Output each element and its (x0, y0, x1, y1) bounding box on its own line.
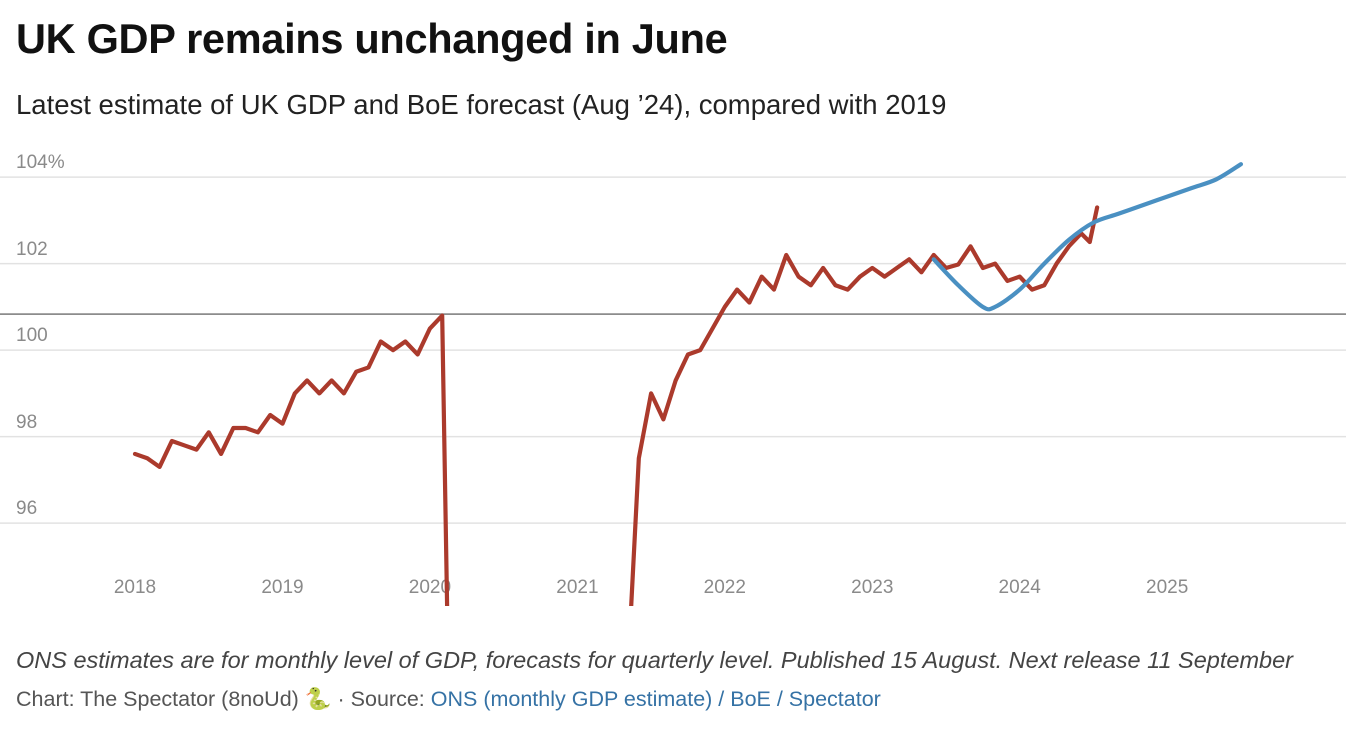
svg-text:2022: 2022 (704, 577, 746, 598)
svg-text:98: 98 (16, 412, 37, 433)
svg-text:2025: 2025 (1146, 577, 1188, 598)
svg-text:2021: 2021 (556, 577, 598, 598)
svg-text:102: 102 (16, 239, 48, 260)
svg-text:2019: 2019 (261, 577, 303, 598)
svg-text:104%: 104% (16, 152, 65, 173)
svg-text:2023: 2023 (851, 577, 893, 598)
svg-text:2024: 2024 (999, 577, 1042, 598)
svg-text:2018: 2018 (114, 577, 156, 598)
svg-text:96: 96 (16, 498, 37, 519)
svg-text:100: 100 (16, 325, 48, 346)
